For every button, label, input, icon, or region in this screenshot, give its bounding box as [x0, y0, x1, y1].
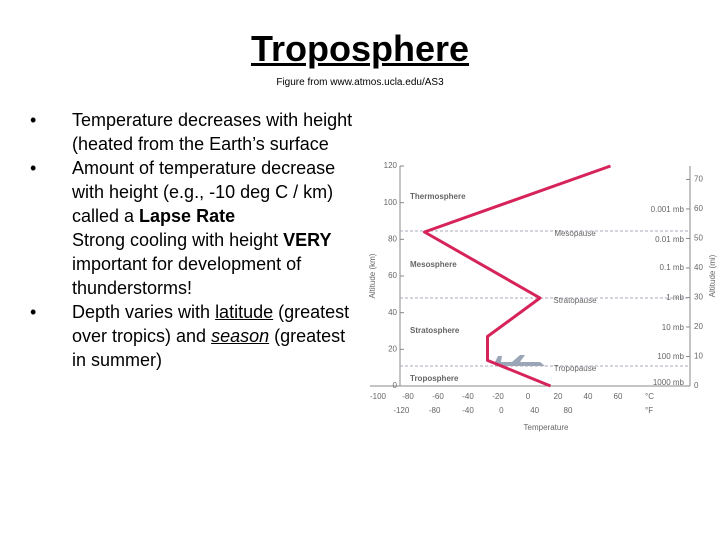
y2-tick-label: 40 — [694, 263, 703, 272]
bullet-text: season — [211, 326, 270, 346]
bullet-text: VERY — [283, 230, 332, 250]
bullet-text: Temperature decreases with height (heate… — [72, 110, 353, 154]
y-axis-label: Altitude (km) — [368, 253, 377, 298]
y2-tick-label: 60 — [694, 204, 703, 213]
temperature-profile — [423, 164, 612, 388]
x-tick-label: -40 — [462, 392, 474, 401]
bullet-item: • Depth varies with latitude (greatest ov… — [30, 300, 355, 372]
y2-tick-label: 70 — [694, 175, 703, 184]
y2-tick-label: 50 — [694, 234, 703, 243]
y2-tick-label: 0 — [694, 381, 699, 390]
bullet-text: Amount of temperature decrease with heig… — [72, 158, 336, 226]
x-tick-label: -100 — [370, 392, 387, 401]
bullet-text: important for development of thunderstor… — [72, 254, 302, 298]
pressure-label: 1 mb — [666, 293, 684, 302]
x-tick-label: 40 — [584, 392, 593, 401]
y2-tick-label: 30 — [694, 293, 703, 302]
y-tick-label: 80 — [388, 234, 397, 243]
x2-tick-label: -40 — [462, 406, 474, 415]
bullet-text: Strong cooling with height — [72, 230, 284, 250]
y2-axis-label: Altitude (mi) — [708, 254, 717, 297]
pressure-label: 0.1 mb — [660, 263, 685, 272]
x-axis-label: Temperature — [524, 423, 569, 432]
bullet-text: (greatest over tropics) and — [72, 302, 350, 346]
layer-label: Stratosphere — [410, 326, 460, 335]
bullet-item: • Amount of temperature decrease with hei… — [30, 156, 355, 228]
y-tick-label: 0 — [393, 381, 398, 390]
bullet-text: Depth varies with — [72, 302, 216, 322]
figure-caption: Figure from www.atmos.ucla.edu/AS3 — [276, 77, 444, 88]
y-tick-label: 40 — [388, 308, 397, 317]
x2-tick-label: 40 — [530, 406, 539, 415]
pressure-label: 1000 mb — [653, 378, 685, 387]
level-label: Mesopause — [554, 229, 596, 238]
x-tick-label: 60 — [614, 392, 623, 401]
y2-tick-label: 20 — [694, 322, 703, 331]
y-tick-label: 60 — [388, 271, 397, 280]
bullet-dot: • — [30, 110, 37, 130]
x2-tick-label: 0 — [499, 406, 504, 415]
bullet-dot: • — [30, 158, 37, 178]
pressure-label: 0.01 mb — [655, 235, 684, 244]
x-tick-label: -20 — [492, 392, 504, 401]
x-unit: °C — [645, 392, 654, 401]
y-tick-label: 120 — [384, 161, 398, 170]
x-tick-label: -60 — [432, 392, 444, 401]
layer-label: Troposphere — [410, 374, 459, 383]
level-label: Stratopause — [553, 296, 597, 305]
layer-label: Thermosphere — [410, 192, 466, 201]
y-tick-label: 20 — [388, 344, 397, 353]
bullet-text: latitude — [215, 302, 274, 322]
x2-unit: °F — [645, 406, 653, 415]
bullet-text: Lapse Rate — [139, 206, 236, 226]
x2-tick-label: 80 — [564, 406, 573, 415]
bullet-item: Strong cooling with height VERY importan… — [30, 228, 355, 300]
x-tick-label: 0 — [526, 392, 531, 401]
y-tick-label: 100 — [384, 198, 398, 207]
x2-tick-label: -80 — [429, 406, 441, 415]
bullet-dot: • — [30, 302, 37, 322]
bullet-item: • Temperature decreases with height (heat… — [30, 108, 355, 156]
bullet-text: (greatest in summer) — [72, 326, 346, 370]
layer-label: Mesosphere — [410, 260, 457, 269]
x2-tick-label: -120 — [393, 406, 410, 415]
bullet-list: • Temperature decreases with height (heat… — [30, 108, 355, 372]
pressure-label: 100 mb — [657, 352, 684, 361]
pressure-label: 0.001 mb — [651, 205, 685, 214]
slide-title: Troposphere — [250, 28, 470, 69]
pressure-label: 10 mb — [662, 323, 685, 332]
x-tick-label: -80 — [402, 392, 414, 401]
y2-tick-label: 10 — [694, 352, 703, 361]
level-label: Tropopause — [554, 364, 597, 373]
airplane — [495, 355, 545, 366]
x-tick-label: 20 — [554, 392, 563, 401]
